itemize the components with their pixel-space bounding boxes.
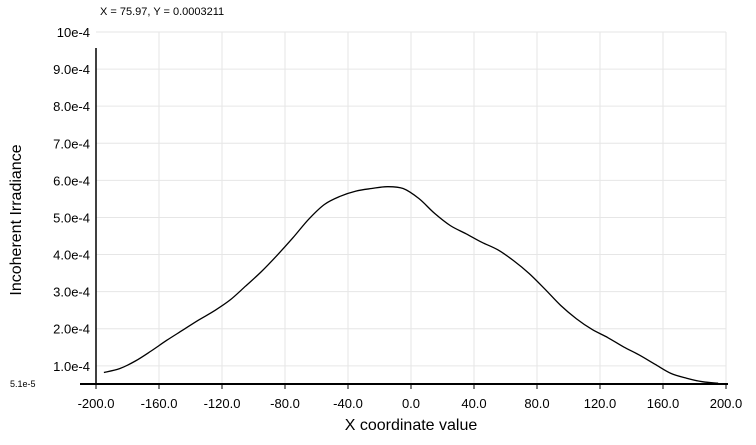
- cursor-coordinate-readout: X = 75.97, Y = 0.0003211: [100, 6, 225, 18]
- x-tick-label: 40.0: [461, 396, 486, 411]
- y-tick-label: 1.0e-4: [53, 359, 90, 374]
- series-layer: [103, 186, 719, 384]
- y-tick-label: 6.0e-4: [53, 173, 90, 188]
- x-tick-label: -40.0: [333, 396, 363, 411]
- y-tick-label: 8.0e-4: [53, 99, 90, 114]
- y-axis-title: Incoherent Irradiance: [8, 144, 25, 295]
- y-tick-label: 4.0e-4: [53, 248, 90, 263]
- x-tick-labels: -200.0 -160.0 -120.0 -80.0 -40.0 0.0 40.0 80.0 1…: [78, 396, 743, 411]
- x-axis-title: X coordinate value: [345, 417, 478, 434]
- y-tick-label: 5.1e-5: [10, 379, 36, 389]
- x-tick-label: -200.0: [78, 396, 115, 411]
- y-tick-label: 2.0e-4: [53, 322, 90, 337]
- x-tick-label: 120.0: [584, 396, 617, 411]
- x-tick-label: 200.0: [710, 396, 743, 411]
- axes: [80, 48, 728, 389]
- irradiance-series-line[interactable]: [103, 186, 719, 384]
- x-tick-label: -120.0: [204, 396, 241, 411]
- y-tick-label: 7.0e-4: [53, 136, 90, 151]
- grid-lines: [96, 31, 727, 384]
- y-tick-label: 10e-4: [57, 25, 90, 40]
- x-tick-label: 80.0: [524, 396, 549, 411]
- x-tick-label: -160.0: [141, 396, 178, 411]
- y-tick-label: 5.0e-4: [53, 210, 90, 225]
- x-tick-label: 0.0: [402, 396, 420, 411]
- y-tick-label: 3.0e-4: [53, 285, 90, 300]
- y-tick-label: 9.0e-4: [53, 62, 90, 77]
- x-tick-label: 160.0: [647, 396, 680, 411]
- x-tick-label: -80.0: [270, 396, 300, 411]
- y-tick-labels: 5.1e-5 1.0e-4 2.0e-4 3.0e-4 4.0e-4 5.0e-4 6.0e…: [10, 25, 90, 389]
